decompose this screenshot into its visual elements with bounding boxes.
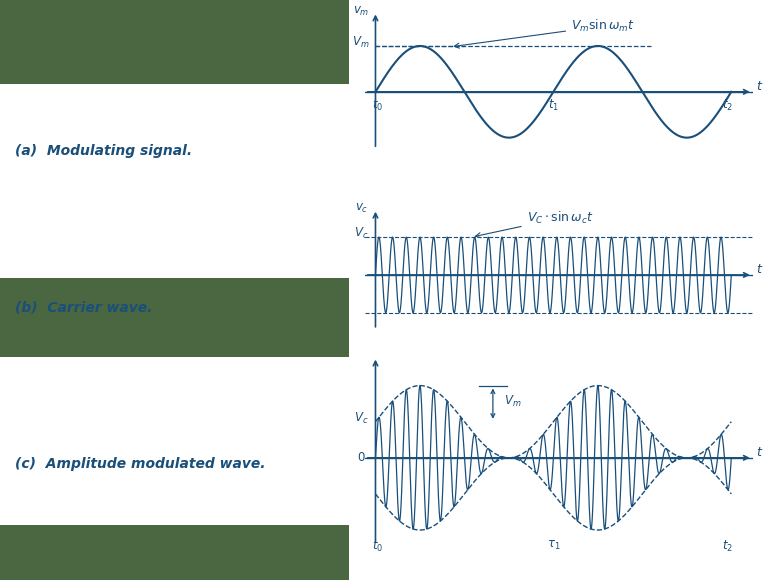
Text: $\tau_1$: $\tau_1$ bbox=[547, 539, 560, 552]
Text: $t_0$: $t_0$ bbox=[372, 539, 383, 554]
Text: $V_c$: $V_c$ bbox=[354, 226, 369, 241]
Text: t: t bbox=[756, 79, 761, 93]
Text: t: t bbox=[756, 446, 761, 459]
Text: $V_m$: $V_m$ bbox=[504, 394, 521, 409]
Text: $v_m$: $v_m$ bbox=[353, 5, 369, 18]
Text: $V_m \sin \omega_m t$: $V_m \sin \omega_m t$ bbox=[454, 18, 635, 48]
Text: $t_2$: $t_2$ bbox=[722, 98, 733, 113]
Text: $V_c$: $V_c$ bbox=[354, 411, 369, 426]
Text: $t_1$: $t_1$ bbox=[548, 98, 559, 113]
Text: $t_0$: $t_0$ bbox=[372, 98, 383, 113]
Text: (b)  Carrier wave.: (b) Carrier wave. bbox=[15, 300, 153, 314]
Text: (c)  Amplitude modulated wave.: (c) Amplitude modulated wave. bbox=[15, 457, 266, 471]
Text: $v_c$: $v_c$ bbox=[355, 202, 368, 215]
Text: t: t bbox=[756, 263, 761, 276]
Text: (a)  Modulating signal.: (a) Modulating signal. bbox=[15, 144, 193, 158]
Text: $V_m$: $V_m$ bbox=[353, 35, 370, 50]
Text: 0: 0 bbox=[358, 451, 365, 465]
Text: $V_C \cdot \sin \omega_c t$: $V_C \cdot \sin \omega_c t$ bbox=[475, 210, 594, 238]
Text: $t_2$: $t_2$ bbox=[722, 539, 733, 554]
